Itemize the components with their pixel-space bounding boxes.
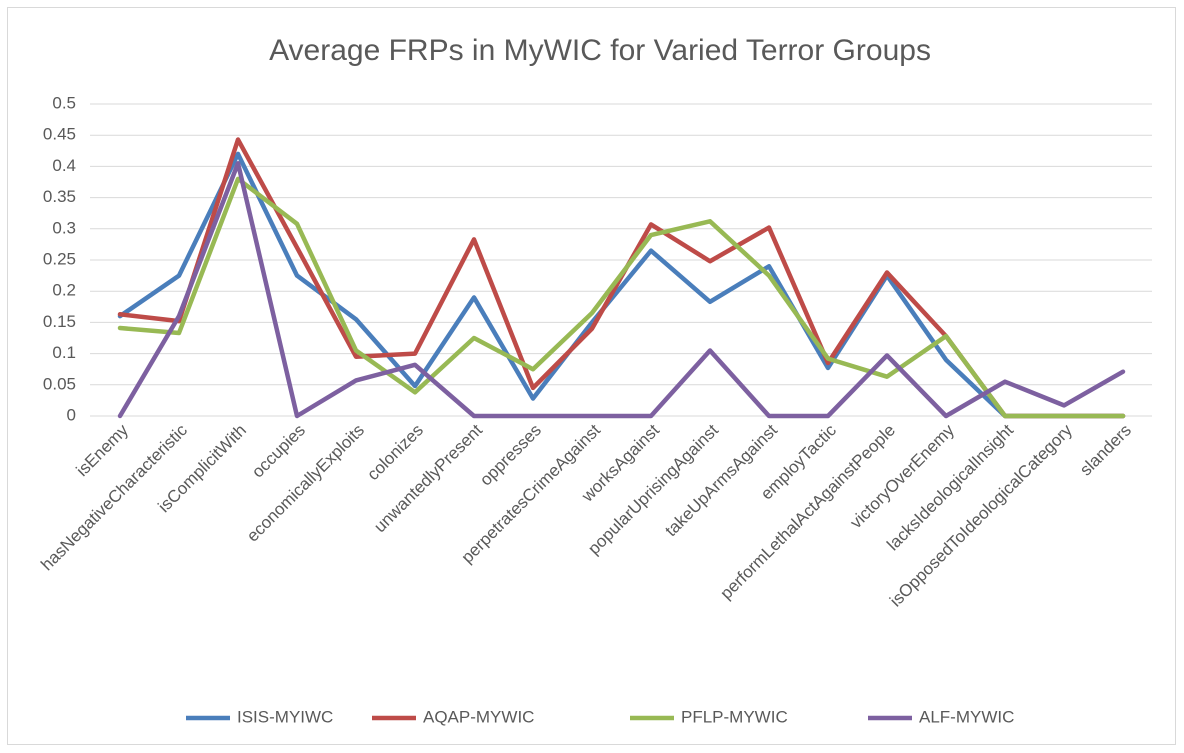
chart-title: Average FRPs in MyWIC for Varied Terror …	[269, 34, 931, 67]
y-tick-label: 0	[67, 405, 76, 424]
y-tick-label: 0.2	[52, 281, 76, 300]
y-tick-label: 0.25	[43, 249, 76, 268]
y-tick-label: 0.5	[52, 93, 76, 112]
legend-label: AQAP-MYWIC	[423, 707, 534, 726]
legend-label: ALF-MYWIC	[919, 707, 1014, 726]
y-tick-label: 0.35	[43, 187, 76, 206]
chart-frame	[7, 7, 1176, 745]
series-line	[117, 161, 1126, 419]
y-tick-label: 0.45	[43, 125, 76, 144]
y-tick-label: 0.15	[43, 312, 76, 331]
y-tick-label: 0.05	[43, 374, 76, 393]
y-tick-label: 0.1	[52, 343, 76, 362]
series-line	[117, 176, 1126, 419]
legend-label: PFLP-MYWIC	[681, 707, 788, 726]
legend-label: ISIS-MYIWC	[237, 707, 333, 726]
y-tick-label: 0.3	[52, 218, 76, 237]
series-line	[117, 151, 1126, 419]
y-tick-label: 0.4	[52, 156, 76, 175]
